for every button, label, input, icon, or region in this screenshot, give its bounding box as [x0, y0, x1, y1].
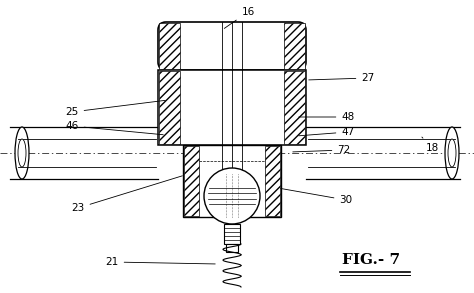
Bar	[159, 23, 180, 69]
Text: 21: 21	[105, 257, 215, 267]
Text: 27: 27	[309, 73, 374, 83]
Bar	[159, 71, 180, 144]
Bar	[284, 23, 305, 69]
Text: 16: 16	[224, 7, 255, 28]
Bar	[184, 146, 199, 216]
Text: 23: 23	[72, 176, 182, 213]
Ellipse shape	[15, 127, 29, 179]
Text: 48: 48	[299, 112, 355, 122]
Text: 18: 18	[422, 137, 438, 153]
Text: 30: 30	[281, 188, 353, 205]
Bar	[226, 244, 238, 252]
Bar	[183, 145, 281, 217]
Circle shape	[204, 168, 260, 224]
Bar	[224, 224, 240, 244]
Text: 72: 72	[293, 145, 351, 155]
Ellipse shape	[18, 139, 26, 167]
Ellipse shape	[445, 127, 459, 179]
Text: 46: 46	[65, 121, 163, 135]
Bar	[284, 71, 305, 144]
Text: FIG.- 7: FIG.- 7	[342, 253, 400, 267]
Bar	[265, 146, 280, 216]
FancyBboxPatch shape	[158, 22, 306, 70]
Bar	[158, 70, 306, 145]
Text: 25: 25	[65, 100, 165, 117]
Ellipse shape	[448, 139, 456, 167]
Text: 47: 47	[299, 127, 355, 137]
